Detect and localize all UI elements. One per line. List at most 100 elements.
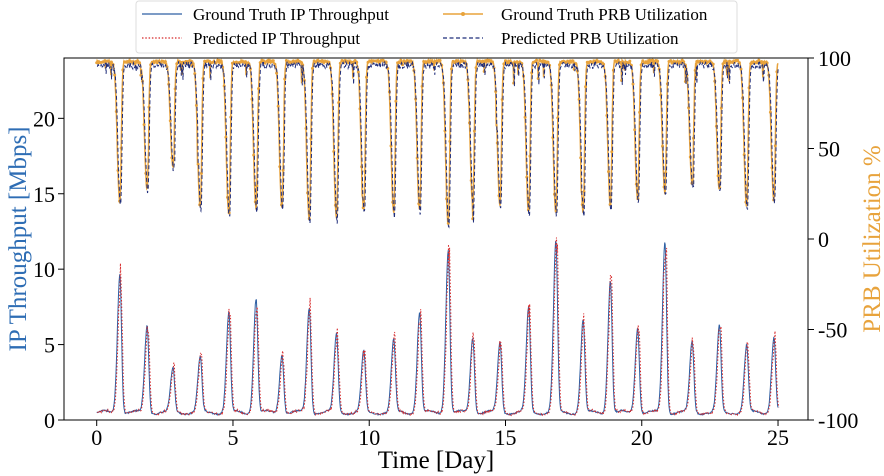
- marker-gt-prb: [633, 128, 637, 132]
- marker-gt-prb: [276, 104, 280, 108]
- marker-gt-prb: [716, 174, 720, 178]
- marker-gt-prb: [409, 59, 413, 63]
- marker-gt-prb: [275, 71, 279, 75]
- marker-gt-prb: [142, 123, 146, 127]
- x-tick-label-4: 20: [631, 425, 653, 450]
- marker-gt-prb: [669, 59, 673, 63]
- y-tick-label-left-4: 20: [33, 106, 55, 131]
- y-tick-label-right-2: 0: [818, 227, 829, 252]
- marker-gt-prb: [679, 61, 682, 64]
- series-line-gt-ip: [96, 241, 779, 417]
- marker-gt-prb: [571, 59, 574, 63]
- marker-gt-prb: [199, 171, 203, 175]
- legend: Ground Truth IP Throughput Predicted IP …: [135, 0, 738, 54]
- marker-gt-prb: [641, 59, 645, 63]
- x-axis-label: Time [Day]: [378, 447, 494, 474]
- marker-gt-prb: [196, 162, 200, 166]
- marker-gt-prb: [577, 98, 581, 101]
- marker-gt-prb: [255, 184, 259, 188]
- marker-gt-prb: [481, 59, 485, 63]
- y-axis-label-left: IP Throughput [Mbps]: [5, 127, 32, 352]
- y-tick-label-right-3: 50: [818, 137, 840, 162]
- legend-entry-gt-prb: Ground Truth PRB Utilization: [443, 5, 708, 24]
- legend-marker-gt-prb: [461, 12, 465, 16]
- marker-gt-prb: [311, 66, 314, 70]
- marker-gt-prb: [163, 60, 167, 64]
- marker-gt-prb: [523, 115, 527, 119]
- x-tick-label-0: 0: [91, 425, 102, 450]
- marker-gt-prb: [616, 58, 620, 62]
- marker-gt-prb: [399, 58, 403, 62]
- marker-gt-prb: [736, 58, 740, 62]
- marker-gt-prb: [262, 59, 265, 63]
- x-tick-label-1: 5: [227, 425, 238, 450]
- marker-gt-prb: [610, 150, 614, 154]
- legend-box: [135, 0, 738, 54]
- marker-gt-prb: [355, 60, 359, 64]
- marker-gt-prb: [257, 87, 261, 91]
- marker-gt-prb: [574, 62, 578, 66]
- marker-gt-prb: [615, 61, 619, 64]
- marker-gt-prb: [535, 58, 539, 62]
- series-markers-gt-prb: [95, 58, 779, 225]
- marker-gt-prb: [656, 59, 660, 63]
- y-axis-label-right: PRB Utilization %: [859, 145, 884, 333]
- marker-gt-prb: [191, 62, 195, 66]
- marker-gt-prb: [136, 59, 140, 63]
- x-tick-label-5: 25: [767, 425, 789, 450]
- legend-label-pred-prb: Predicted PRB Utilization: [501, 29, 679, 48]
- marker-gt-prb: [194, 103, 198, 107]
- marker-gt-prb: [469, 179, 473, 182]
- marker-gt-prb: [188, 59, 192, 63]
- y-tick-label-right-1: -50: [818, 318, 847, 343]
- marker-gt-prb: [356, 70, 360, 74]
- y-tick-label-left-1: 5: [44, 333, 55, 358]
- marker-gt-prb: [558, 63, 561, 67]
- marker-gt-prb: [338, 61, 342, 65]
- marker-gt-prb: [394, 99, 398, 103]
- marker-gt-prb: [365, 75, 368, 79]
- marker-gt-prb: [584, 85, 588, 89]
- legend-label-pred-ip: Predicted IP Throughput: [193, 29, 360, 48]
- marker-gt-prb: [453, 61, 457, 65]
- marker-gt-prb: [773, 144, 777, 148]
- marker-gt-prb: [443, 129, 447, 133]
- marker-gt-prb: [438, 59, 442, 62]
- y-tick-label-left-0: 0: [44, 408, 55, 433]
- marker-gt-prb: [299, 60, 303, 64]
- marker-gt-prb: [737, 61, 741, 65]
- legend-entry-pred-ip: Predicted IP Throughput: [142, 29, 360, 48]
- marker-gt-prb: [607, 170, 610, 174]
- marker-gt-prb: [247, 62, 251, 66]
- x-tick-label-3: 15: [494, 425, 516, 450]
- marker-gt-prb: [113, 73, 117, 77]
- x-tick-label-2: 10: [358, 425, 380, 450]
- marker-gt-prb: [502, 62, 506, 66]
- legend-entry-pred-prb: Predicted PRB Utilization: [443, 29, 679, 48]
- marker-gt-prb: [415, 156, 419, 160]
- marker-gt-prb: [263, 61, 267, 65]
- marker-gt-prb: [271, 59, 275, 63]
- marker-gt-prb: [175, 62, 179, 66]
- axes-layer: 0 5 10 15 20 25 0 5 10 15 20 -100 -50 0 50 100: [33, 46, 858, 450]
- marker-gt-prb: [765, 61, 769, 65]
- y-tick-label-right-0: -100: [818, 408, 858, 433]
- y-tick-label-left-2: 10: [33, 257, 55, 282]
- series-layer: [95, 57, 780, 417]
- y-tick-label-left-3: 15: [33, 182, 55, 207]
- marker-gt-prb: [456, 59, 460, 63]
- series-line-pred-ip: [97, 237, 780, 417]
- marker-gt-prb: [402, 59, 406, 63]
- marker-gt-prb: [651, 58, 655, 62]
- marker-gt-prb: [639, 63, 643, 67]
- y-tick-label-right-4: 100: [818, 46, 851, 71]
- marker-gt-prb: [711, 62, 715, 66]
- marker-gt-prb: [504, 59, 507, 63]
- marker-gt-prb: [472, 129, 476, 133]
- series-line-gt-prb: [95, 57, 779, 224]
- marker-gt-prb: [608, 203, 612, 206]
- marker-gt-prb: [546, 60, 550, 64]
- marker-gt-prb: [631, 82, 635, 86]
- legend-label-gt-ip: Ground Truth IP Throughput: [193, 5, 389, 24]
